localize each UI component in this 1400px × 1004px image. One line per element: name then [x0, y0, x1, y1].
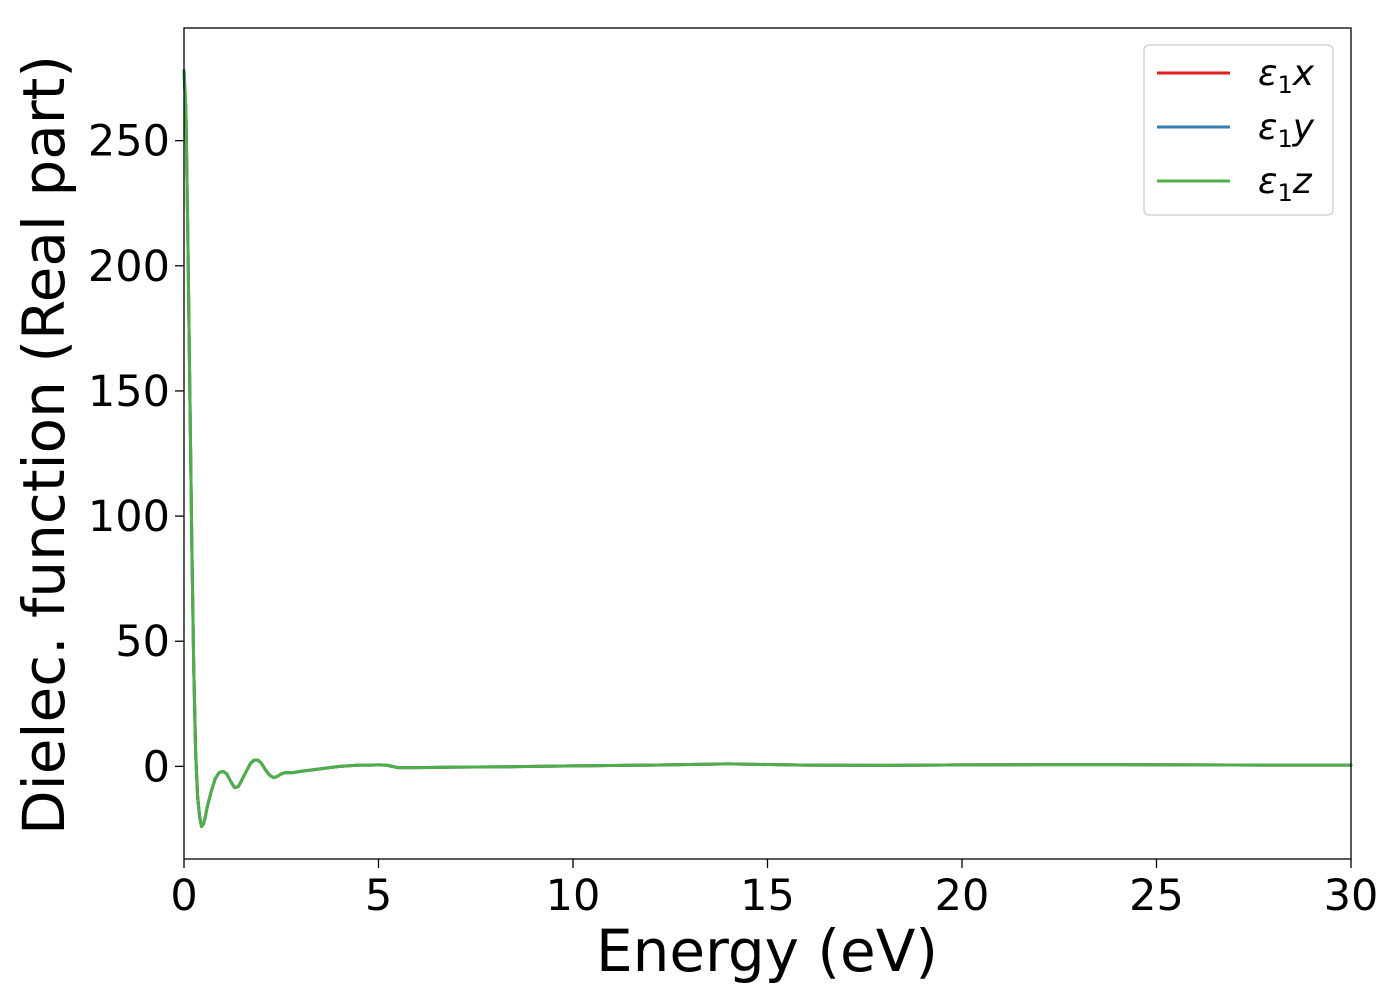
y-tick-label: 200: [88, 242, 170, 292]
y-tick-label: 250: [88, 117, 170, 167]
y-axis-label: Dielec. function (Real part): [10, 55, 78, 835]
legend-label-1: ε1x: [1258, 53, 1315, 99]
x-tick-label: 15: [740, 871, 795, 921]
legend-frame: [1143, 44, 1334, 216]
x-axis: 0 5 10 15 20 25 30: [170, 859, 1378, 921]
series-line-3: [182, 69, 1353, 828]
legend-label-2: ε1y: [1258, 107, 1315, 153]
legend: ε1x ε1y ε1z: [1143, 44, 1334, 216]
x-tick-label: 30: [1324, 871, 1379, 921]
y-tick-label: 50: [115, 617, 170, 667]
y-tick-label: 150: [88, 367, 170, 417]
y-tick-label: 0: [143, 742, 170, 792]
x-tick-label: 10: [546, 871, 601, 921]
x-tick-label: 20: [935, 871, 990, 921]
legend-label-3: ε1z: [1258, 161, 1313, 207]
series-layer: [182, 69, 1353, 828]
x-tick-label: 0: [170, 871, 197, 921]
x-tick-label: 25: [1129, 871, 1184, 921]
x-tick-label: 5: [365, 871, 392, 921]
y-axis: 0 50 100 150 200 250: [88, 117, 184, 792]
x-axis-label: Energy (eV): [596, 917, 938, 985]
y-tick-label: 100: [88, 492, 170, 542]
